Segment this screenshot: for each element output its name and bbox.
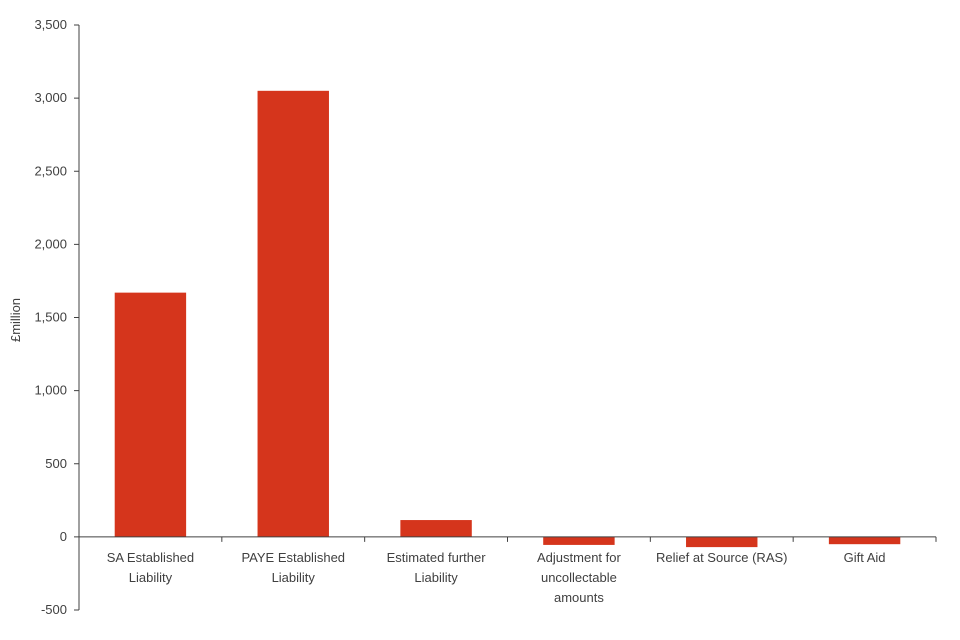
y-tick-label: 1,000 (34, 383, 67, 398)
y-tick-label: 2,500 (34, 163, 67, 178)
y-tick-label: -500 (41, 602, 67, 617)
x-category-label: Relief at Source (RAS) (656, 550, 788, 565)
bar (400, 520, 472, 537)
y-axis: -500 0 500 1,000 1,500 2,000 2,500 3,000 3,500 (34, 17, 80, 617)
x-axis: SA Established Liability PAYE Established L… (78, 536, 937, 605)
y-tick-label: 1,500 (34, 310, 67, 325)
x-category-label: Estimated further Liability (387, 550, 487, 585)
x-category-label: Gift Aid (844, 550, 886, 565)
y-tick-label: 500 (45, 456, 67, 471)
y-axis-title: £million (8, 298, 23, 342)
y-tick-label: 0 (60, 529, 67, 544)
bar (828, 536, 901, 545)
bar (114, 292, 187, 537)
x-category-label: Adjustment for uncollectable amounts (537, 550, 621, 605)
bars (114, 90, 901, 548)
y-tick-label: 2,000 (34, 236, 67, 251)
y-tick-label: 3,000 (34, 90, 67, 105)
bar (543, 536, 615, 545)
x-category-label: PAYE Established Liability (241, 550, 345, 585)
x-category-label: SA Established Liability (107, 550, 194, 585)
bar (257, 90, 329, 537)
bar (686, 536, 758, 548)
y-tick-label: 3,500 (34, 17, 67, 32)
